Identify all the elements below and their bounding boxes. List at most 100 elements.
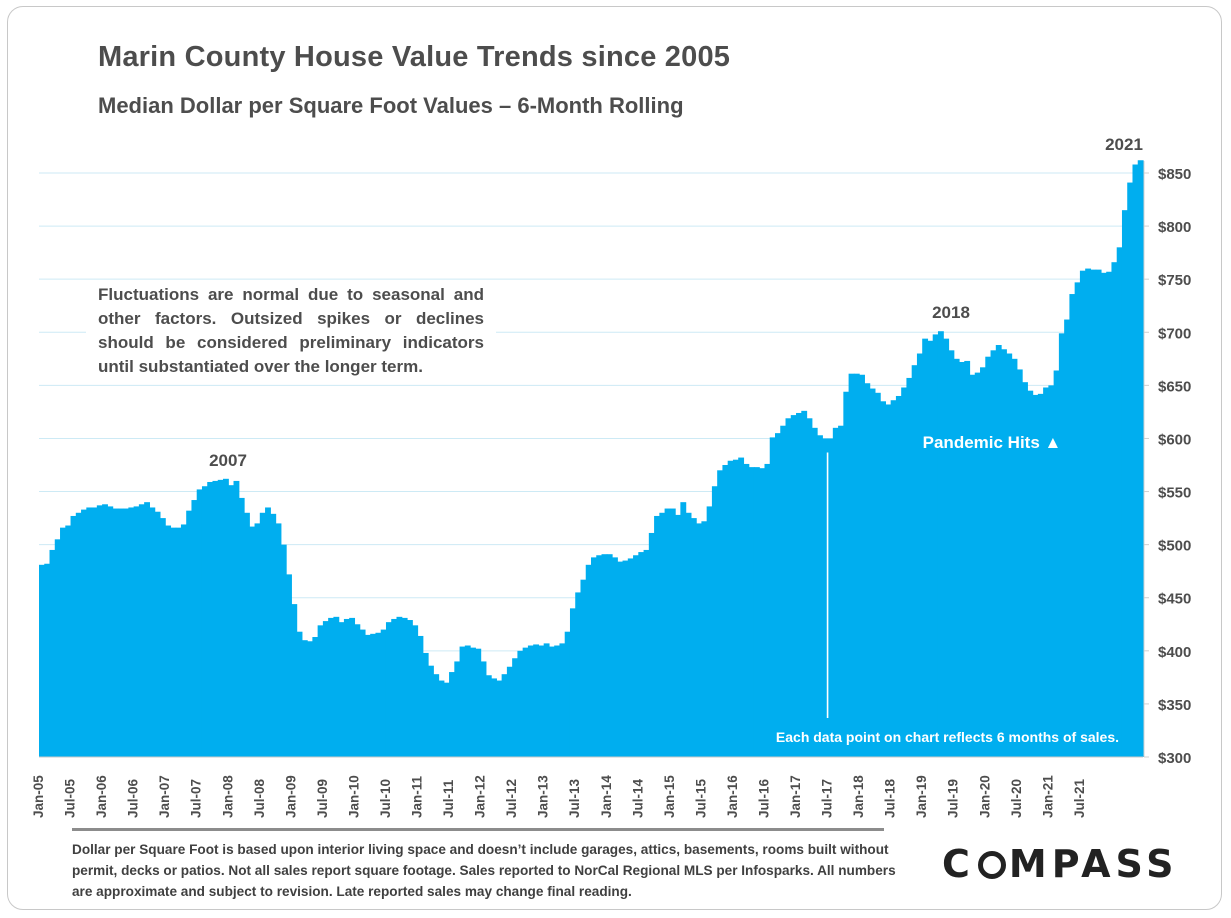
bar xyxy=(359,629,366,757)
bar xyxy=(990,350,997,757)
x-tick-label: Jan-17 xyxy=(788,775,803,818)
chart-title: Marin County House Value Trends since 20… xyxy=(98,41,731,73)
bar xyxy=(869,388,876,757)
footer-disclaimer: Dollar per Square Foot is based upon int… xyxy=(72,842,896,899)
bar xyxy=(612,557,618,757)
bar xyxy=(969,374,976,757)
bar xyxy=(827,438,834,757)
logo-ring-icon xyxy=(977,851,1006,879)
bar xyxy=(475,648,482,757)
bar xyxy=(75,512,82,757)
bar-series xyxy=(39,160,1144,758)
bar xyxy=(428,665,434,757)
bar xyxy=(249,526,256,757)
bar xyxy=(91,507,98,757)
bar xyxy=(643,549,650,757)
bar xyxy=(133,506,140,757)
x-tick-label: Jan-18 xyxy=(851,775,866,818)
x-tick-label: Jan-13 xyxy=(536,775,551,818)
bar xyxy=(401,617,408,757)
bar xyxy=(286,574,292,757)
bar xyxy=(407,620,413,757)
x-tick-label: Jul-17 xyxy=(820,779,835,818)
bar xyxy=(832,427,839,757)
bar xyxy=(196,489,203,757)
x-tick-label: Jul-19 xyxy=(946,779,961,818)
x-tick-label: Jan-09 xyxy=(283,775,298,818)
bar xyxy=(49,549,56,757)
x-tick-label: Jul-05 xyxy=(63,778,78,818)
bar xyxy=(838,425,844,757)
bar xyxy=(769,437,776,757)
y-tick-label: $700 xyxy=(1158,325,1191,342)
x-tick-label: Jan-08 xyxy=(220,775,235,818)
bar xyxy=(496,680,503,757)
bar xyxy=(974,372,981,757)
bar xyxy=(696,523,702,757)
bar xyxy=(107,506,114,757)
x-tick-label: Jul-11 xyxy=(441,779,456,818)
bar xyxy=(1064,319,1070,757)
bar xyxy=(81,509,87,757)
y-tick-label: $550 xyxy=(1158,485,1191,502)
bar xyxy=(328,617,334,757)
bar xyxy=(1121,210,1128,757)
bar xyxy=(1127,182,1134,757)
bar xyxy=(706,506,713,757)
bar xyxy=(801,410,808,757)
bar xyxy=(527,645,534,757)
bar xyxy=(585,564,592,757)
bar xyxy=(606,554,613,757)
bar xyxy=(44,563,51,757)
bar xyxy=(759,468,766,757)
bar xyxy=(985,356,992,757)
bar xyxy=(806,418,813,757)
bar xyxy=(1111,262,1118,757)
annotation-2018: 2018 xyxy=(932,303,970,322)
x-tick-label: Jul-08 xyxy=(252,778,267,818)
bar xyxy=(512,658,518,757)
bar xyxy=(859,374,865,757)
bar xyxy=(433,674,440,757)
bar xyxy=(1058,333,1065,757)
bar xyxy=(622,560,629,757)
y-tick-label: $400 xyxy=(1158,644,1191,661)
bar xyxy=(259,512,266,757)
bar xyxy=(117,508,124,757)
bar xyxy=(569,608,576,757)
bar xyxy=(154,511,161,757)
bar xyxy=(785,418,792,757)
x-tick-label: Jul-18 xyxy=(883,778,898,818)
x-tick-label: Jul-14 xyxy=(630,778,645,818)
bar xyxy=(817,435,823,757)
bar xyxy=(207,481,214,757)
bar xyxy=(238,497,245,757)
bar xyxy=(1100,272,1107,757)
bar xyxy=(738,457,745,757)
x-tick-label: Jul-13 xyxy=(567,778,582,818)
bar xyxy=(485,675,492,757)
bar xyxy=(874,392,881,757)
bar xyxy=(811,427,818,757)
bar xyxy=(301,640,308,757)
x-tick-label: Jan-19 xyxy=(914,775,929,818)
bar xyxy=(675,514,681,757)
bar xyxy=(191,500,198,757)
bar xyxy=(638,552,645,757)
bar xyxy=(775,433,781,757)
bar xyxy=(501,674,508,757)
bar xyxy=(1090,269,1097,757)
bar xyxy=(911,365,918,757)
x-tick-label: Jan-07 xyxy=(157,775,172,818)
bar xyxy=(648,532,655,757)
bar xyxy=(165,525,172,757)
bar xyxy=(722,465,729,757)
bar xyxy=(364,634,371,757)
bar xyxy=(743,463,750,757)
bar xyxy=(885,404,892,757)
bar xyxy=(822,438,829,757)
x-tick-label: Jan-05 xyxy=(31,775,46,818)
x-tick-label: Jul-15 xyxy=(693,778,708,818)
bar xyxy=(732,459,739,757)
bar xyxy=(1132,164,1139,758)
